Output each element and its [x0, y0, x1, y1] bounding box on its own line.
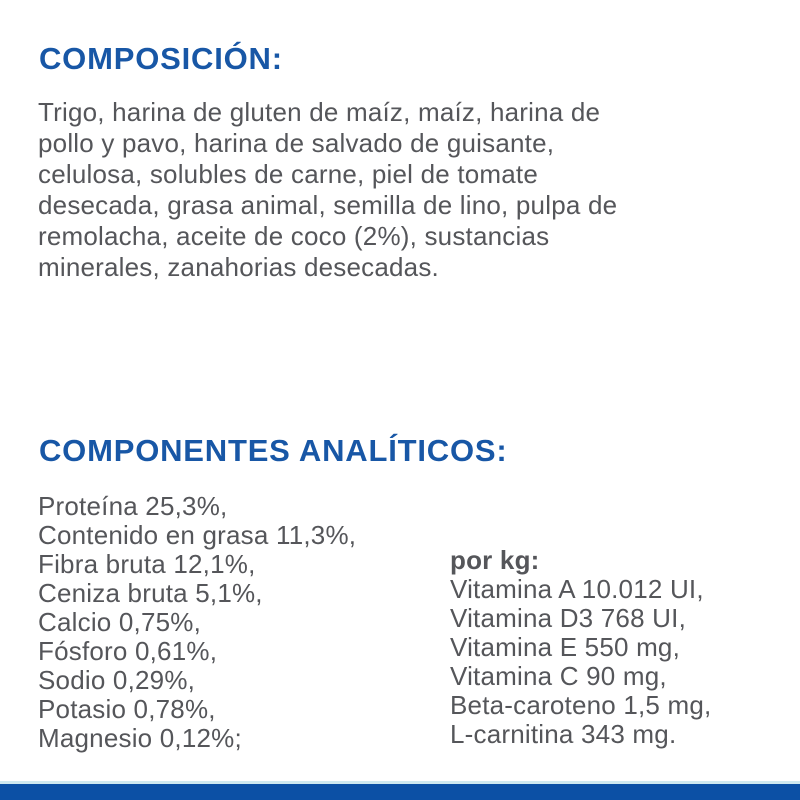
- analytical-value-fosforo: Fósforo 0,61%,: [38, 636, 218, 666]
- per-kg-vitamins-list: por kg: Vitamina A 10.012 UI, Vitamina D…: [450, 546, 780, 749]
- per-kg-label: por kg:: [450, 545, 540, 575]
- analytical-value-sodio: Sodio 0,29%,: [38, 665, 196, 695]
- vitamin-c-value: Vitamina C 90 mg,: [450, 661, 667, 691]
- analytical-value-magnesio: Magnesio 0,12%;: [38, 723, 242, 753]
- footer-accent-line: [0, 781, 800, 784]
- analytical-value-grasa: Contenido en grasa 11,3%,: [38, 520, 357, 550]
- footer-brand-bar: [0, 784, 800, 800]
- analytical-value-calcio: Calcio 0,75%,: [38, 607, 202, 637]
- analytical-values-list: Proteína 25,3%, Contenido en grasa 11,3%…: [38, 492, 438, 753]
- analytical-components-heading: COMPONENTES ANALÍTICOS:: [39, 433, 508, 468]
- analytical-value-proteina: Proteína 25,3%,: [38, 491, 228, 521]
- composition-heading: COMPOSICIÓN:: [39, 41, 283, 76]
- analytical-value-potasio: Potasio 0,78%,: [38, 694, 216, 724]
- vitamin-e-value: Vitamina E 550 mg,: [450, 632, 681, 662]
- analytical-value-fibra: Fibra bruta 12,1%,: [38, 549, 256, 579]
- l-carnitina-value: L-carnitina 343 mg.: [450, 719, 677, 749]
- analytical-value-ceniza: Ceniza bruta 5,1%,: [38, 578, 263, 608]
- composition-ingredients-text: Trigo, harina de gluten de maíz, maíz, h…: [38, 97, 618, 282]
- vitamin-d3-value: Vitamina D3 768 UI,: [450, 603, 686, 633]
- vitamin-a-value: Vitamina A 10.012 UI,: [450, 574, 704, 604]
- beta-caroteno-value: Beta-caroteno 1,5 mg,: [450, 690, 712, 720]
